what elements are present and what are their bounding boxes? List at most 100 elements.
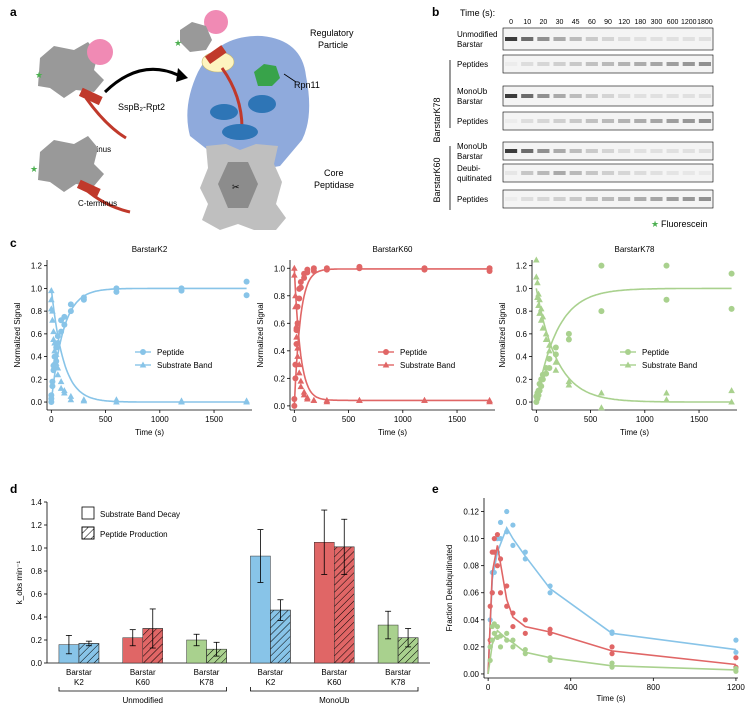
gel-band [682, 62, 695, 66]
legend-label: Substrate Band [400, 361, 455, 370]
data-point-triangle [293, 322, 300, 329]
x-tick-label: 1000 [151, 415, 169, 424]
data-point-circle [61, 321, 68, 328]
data-point [522, 630, 528, 636]
y-tick-label: 0.2 [274, 374, 286, 383]
rpn11-pointer [283, 73, 297, 83]
data-point-triangle [535, 290, 542, 297]
gel-band [698, 62, 711, 66]
gel-band [682, 197, 695, 201]
data-point [547, 583, 553, 589]
y-tick-label: 0.2 [31, 636, 43, 645]
gel-band [650, 197, 663, 201]
data-point-triangle [539, 313, 547, 320]
substrate-protein-2 [38, 136, 104, 192]
data-point [494, 623, 501, 630]
data-point [497, 556, 504, 562]
category-label: K60 [327, 678, 342, 687]
data-point [487, 644, 493, 650]
data-point-triangle [67, 396, 75, 403]
gel-row-label: Barstar [457, 97, 483, 106]
data-point-circle [178, 285, 185, 292]
gel-band [634, 149, 647, 153]
data-point [510, 623, 516, 630]
data-point-triangle [293, 333, 300, 340]
gel-band [553, 37, 566, 41]
gel-band [618, 119, 631, 123]
fluorescein-star-2: ★ [30, 164, 38, 174]
x-axis-label: Time (s) [596, 694, 625, 703]
category-label: K78 [391, 678, 406, 687]
x-tick-label: 1000 [394, 415, 412, 424]
data-point-triangle [537, 305, 545, 312]
data-point [504, 583, 510, 589]
group-label-k78: BarstarK78 [432, 97, 442, 142]
x-axis-label: Time (s) [135, 428, 164, 437]
data-point-triangle [536, 296, 543, 303]
panel-letter-c: c [10, 236, 17, 250]
gel-band [585, 37, 598, 41]
panel-letter-a: a [10, 5, 17, 19]
data-point [733, 655, 739, 661]
y-tick-label: 0.12 [463, 508, 479, 517]
chart-title: BarstarK2 [132, 245, 168, 254]
category-label: K78 [199, 678, 214, 687]
data-point-triangle [57, 384, 65, 391]
data-point [733, 665, 739, 672]
gel-band [698, 94, 711, 98]
x-tick-label: 500 [99, 415, 113, 424]
data-point-triangle [535, 301, 542, 308]
peptidase-chamber [218, 162, 258, 208]
chart-barstar-k60: 0 500 1000 1500 0.0 0.2 0.4 0.6 0.8 1.0 Time (s) No… [256, 245, 495, 437]
y-tick-label: 1.0 [516, 284, 528, 293]
gel-band [585, 94, 598, 98]
x-tick-label: 500 [584, 415, 598, 424]
trend-line [487, 545, 736, 674]
data-point [497, 633, 504, 639]
time-label: 0 [509, 19, 513, 26]
y-tick-label: 0.04 [463, 616, 479, 625]
data-point-circle [543, 370, 550, 377]
group-label: Unmodified [123, 696, 163, 705]
gel-band [601, 171, 615, 175]
x-tick-label: 0 [49, 415, 54, 424]
y-tick-label: 0.8 [274, 292, 286, 301]
gel-band [666, 171, 679, 175]
time-label: 120 [618, 19, 630, 26]
sspb-rpt2-label: SspB₂-Rpt2 [118, 102, 165, 112]
y-tick-label: 0.4 [31, 353, 43, 362]
y-tick-label: 1.0 [274, 264, 286, 273]
ubiquitin-bound [204, 10, 228, 34]
data-point-triangle [178, 398, 185, 405]
data-point-circle [663, 296, 670, 303]
atpase-ring-bottom [222, 124, 258, 140]
data-point-triangle [421, 396, 428, 403]
data-point-triangle [54, 371, 62, 378]
data-point [522, 549, 528, 555]
data-point [510, 542, 516, 548]
gel-band [537, 62, 550, 66]
data-point [489, 637, 495, 643]
gel-band [537, 197, 550, 201]
x-axis-label: Time (s) [620, 428, 649, 437]
panel-b-gels: Time (s): 0 10 20 30 45 60 90 120 180 300 600 1200 1… [432, 8, 714, 229]
data-point-triangle [297, 377, 305, 384]
data-point [609, 644, 615, 650]
data-point [547, 630, 553, 636]
gel-band [537, 171, 550, 175]
data-point-circle [293, 327, 300, 334]
gel-band [601, 94, 615, 98]
data-point-circle [293, 340, 300, 347]
data-point-triangle [552, 358, 560, 365]
x-tick-label: 400 [564, 683, 578, 692]
data-point-triangle [295, 361, 303, 368]
gel-row-label: Deubi- [457, 164, 481, 173]
ssrA-tag-bound [204, 45, 227, 65]
data-point-triangle [552, 366, 560, 373]
data-point [504, 637, 510, 643]
y-tick-label: 0.4 [274, 347, 286, 356]
gel-band [682, 149, 695, 153]
data-point-circle [50, 367, 57, 374]
data-point-circle [67, 301, 74, 308]
